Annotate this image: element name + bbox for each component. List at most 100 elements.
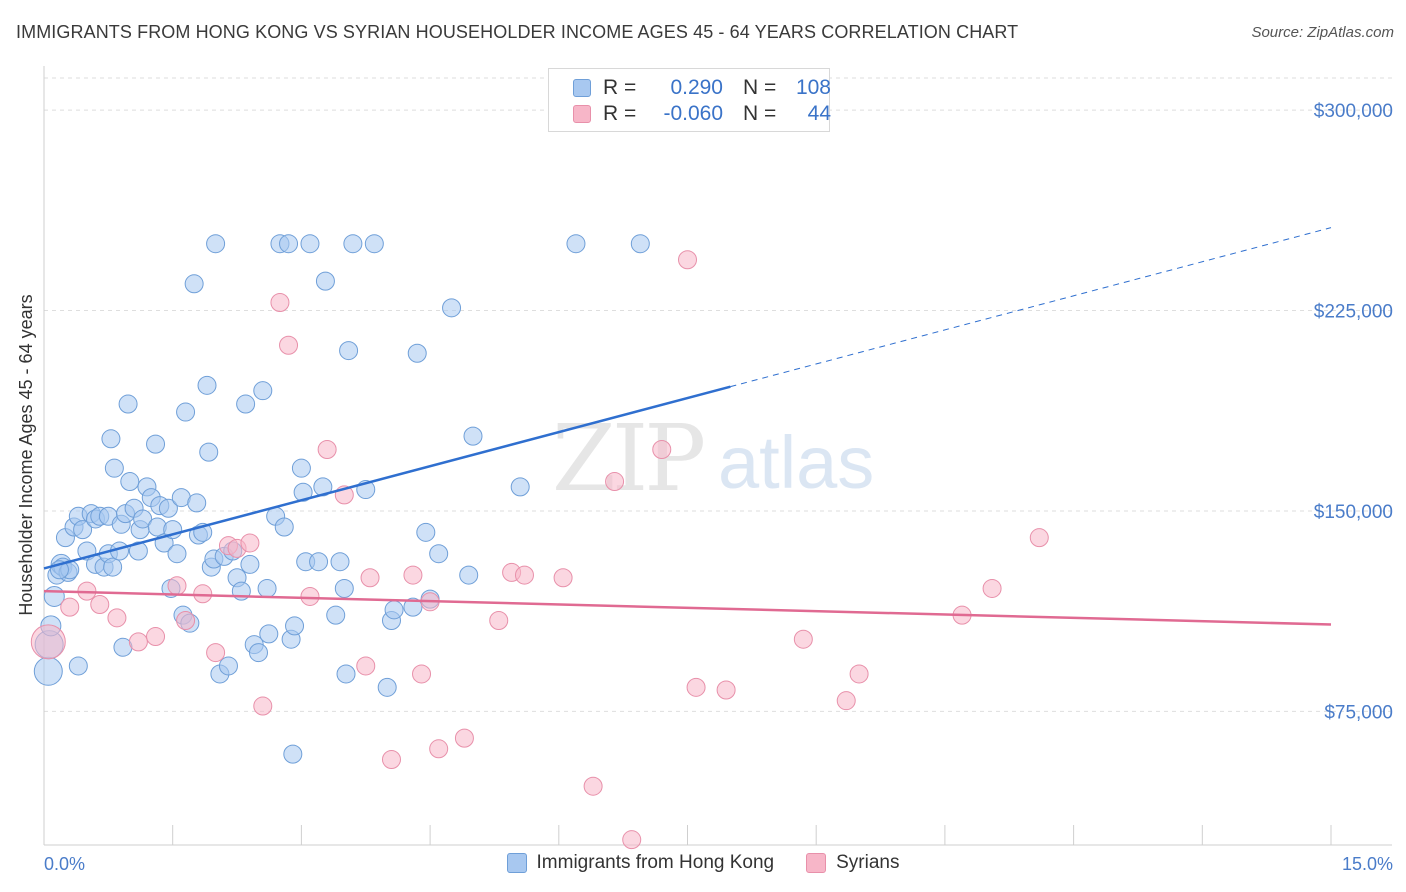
hong-kong-point	[315, 271, 335, 291]
hong-kong-point	[384, 600, 404, 620]
hong-kong-point	[120, 472, 140, 492]
legend-swatch-hong-kong	[506, 853, 527, 873]
syrian-point	[90, 594, 110, 614]
hong-kong-point	[101, 429, 121, 449]
hong-kong-point	[283, 744, 303, 764]
hong-kong-point	[313, 477, 333, 497]
hong-kong-point	[630, 234, 650, 254]
hong-kong-point	[566, 234, 586, 254]
legend-item-hong-kong[interactable]: Immigrants from Hong Kong	[506, 852, 775, 874]
syrian-point	[300, 586, 320, 606]
hong-kong-point	[510, 477, 530, 497]
syrian-point	[360, 568, 380, 588]
y-tick-label: $150,000	[1314, 502, 1393, 523]
syrian-point	[514, 565, 534, 585]
syrian-point	[686, 677, 706, 697]
hong-kong-point	[259, 624, 279, 644]
hong-kong-point	[73, 520, 93, 540]
hong-kong-point	[118, 394, 138, 414]
hong-kong-point	[336, 664, 356, 684]
syrian-point	[605, 472, 625, 492]
series-legend: Immigrants from Hong Kong Syrians	[0, 852, 1406, 874]
legend-row-hong-kong: R = 0.290 N = 108	[573, 75, 831, 101]
syrian-point	[429, 739, 449, 759]
syrian-point	[489, 611, 509, 631]
legend-n-value: 108	[795, 76, 831, 99]
hong-kong-point	[197, 375, 217, 395]
syrian-point	[279, 335, 299, 355]
hong-kong-point	[293, 482, 313, 502]
legend-r-label: R =	[603, 102, 637, 125]
syrian-point	[356, 656, 376, 676]
hong-kong-point	[33, 656, 63, 686]
hong-kong-point	[416, 522, 436, 542]
legend-swatch-syrians	[573, 105, 591, 123]
hong-kong-point	[326, 605, 346, 625]
hong-kong-point	[442, 298, 462, 318]
hong-kong-point	[236, 394, 256, 414]
y-axis-label: Householder Income Ages 45 - 64 years	[16, 294, 36, 615]
legend-r-value: -0.060	[663, 102, 723, 125]
hong-kong-point	[253, 381, 273, 401]
hong-kong-point	[249, 643, 268, 663]
hong-kong-point	[364, 234, 384, 254]
hong-kong-trend-extension	[730, 227, 1332, 388]
y-tick-label: $300,000	[1314, 101, 1393, 122]
syrians-trend-line	[43, 589, 1332, 626]
hong-kong-point	[279, 234, 299, 254]
hong-kong-point	[147, 517, 167, 537]
watermark: ZIP atlas	[552, 405, 874, 512]
hong-kong-point	[133, 509, 153, 529]
syrian-point	[403, 565, 423, 585]
hong-kong-point	[334, 578, 354, 598]
syrian-point	[553, 568, 573, 588]
syrian-point	[317, 439, 337, 459]
series-syrians-points	[30, 250, 1049, 850]
hong-kong-point	[218, 656, 238, 676]
hong-kong-point	[128, 541, 148, 561]
syrian-point	[167, 576, 187, 596]
syrian-point	[716, 680, 736, 700]
hong-kong-point	[343, 234, 363, 254]
axes	[43, 66, 1392, 846]
hong-kong-point	[146, 434, 166, 454]
legend-item-syrians[interactable]: Syrians	[806, 852, 899, 874]
x-tick-label: 15.0%	[1342, 854, 1393, 874]
syrian-point	[793, 629, 813, 649]
hong-kong-point	[309, 552, 329, 572]
syrian-point	[270, 292, 290, 312]
source-label: Source: ZipAtlas.com	[1251, 24, 1394, 41]
syrian-point	[30, 624, 66, 660]
legend-swatch-hong-kong	[573, 79, 591, 97]
hong-kong-point	[158, 498, 178, 518]
hong-kong-point	[459, 565, 479, 585]
legend-r-label: R =	[603, 76, 637, 99]
hong-kong-point	[184, 274, 204, 294]
syrian-point	[146, 627, 166, 647]
axis-labels: $75,000 $150,000 $225,000 $300,000 0.0% 15.0%…	[16, 101, 1393, 874]
hong-kong-point	[206, 234, 226, 254]
syrian-point	[454, 728, 474, 748]
correlation-legend: R = 0.290 N = 108 R = -0.060 N = 44	[548, 68, 831, 132]
series-hong-kong-points	[33, 234, 650, 764]
hong-kong-point	[463, 426, 483, 446]
legend-n-label: N =	[743, 102, 777, 125]
y-tick-label: $225,000	[1314, 302, 1393, 323]
syrian-point	[836, 691, 856, 711]
syrian-point	[206, 643, 226, 663]
syrian-point	[583, 776, 603, 796]
hong-kong-point	[429, 544, 449, 564]
hong-kong-point	[103, 557, 123, 577]
hong-kong-point	[330, 552, 350, 572]
hong-kong-point	[377, 677, 397, 697]
hong-kong-point	[199, 442, 219, 462]
syrian-point	[176, 611, 196, 631]
hong-kong-point	[403, 597, 423, 617]
hong-kong-point	[104, 458, 124, 478]
chart-title: IMMIGRANTS FROM HONG KONG VS SYRIAN HOUS…	[16, 22, 1019, 42]
hong-kong-point	[167, 544, 187, 564]
hong-kong-point	[240, 554, 260, 574]
syrian-point	[1029, 528, 1049, 548]
legend-label-hong-kong: Immigrants from Hong Kong	[536, 852, 775, 873]
